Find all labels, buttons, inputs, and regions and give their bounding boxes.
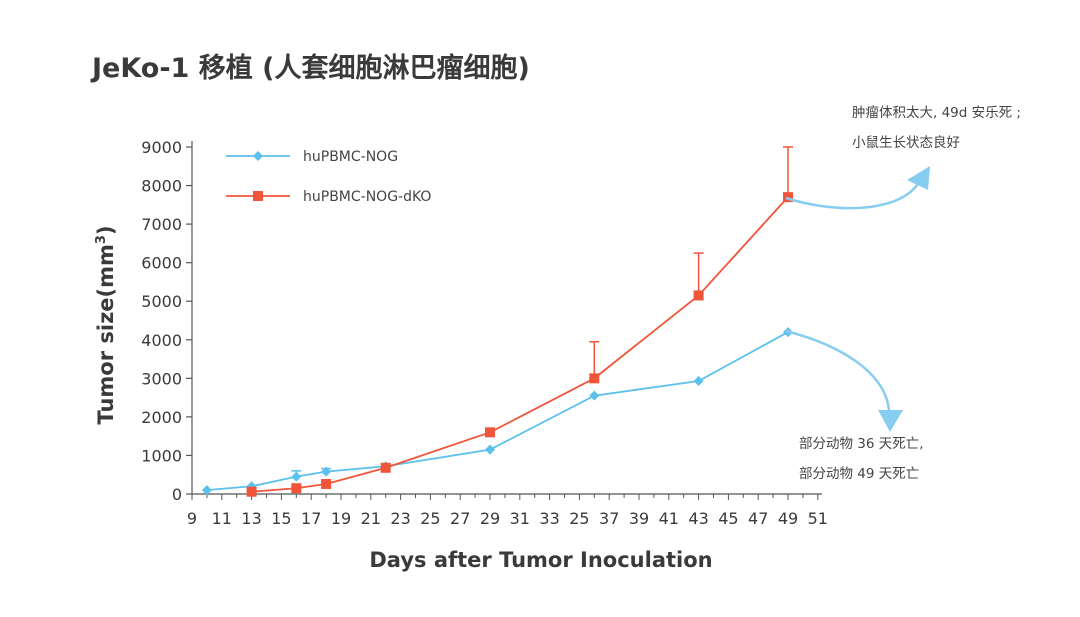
annotation-arrows [785, 166, 930, 432]
x-ticks: 9 11 13 15 17 19 21 23 25 27 29 31 33 25 37 39 41 43 45 47 4… [187, 494, 828, 528]
y-tick-label: 9000 [141, 138, 182, 157]
y-tick-label: 8000 [141, 177, 182, 196]
data-point [380, 462, 391, 473]
legend-marker [253, 151, 263, 161]
annotation-arrow-curve [785, 329, 891, 411]
legend-label: huPBMC-NOG-dKO [303, 189, 431, 205]
series-line [206, 331, 789, 492]
x-tick-label: 43 [688, 509, 708, 528]
data-point [589, 373, 600, 384]
data-point [321, 478, 332, 489]
data-point [693, 290, 704, 301]
annotation-arrowhead [878, 410, 903, 432]
x-tick-label: 49 [778, 509, 798, 528]
x-tick-label: 23 [390, 509, 410, 528]
data-point [485, 427, 495, 438]
data-point [693, 376, 704, 387]
x-tick-label: 9 [187, 509, 197, 528]
x-tick-label: 25 [569, 509, 589, 528]
x-axis-title: Days after Tumor Inoculation [369, 548, 712, 572]
legend: huPBMC-NOG huPBMC-NOG-dKO [226, 149, 431, 205]
data-point [783, 192, 793, 203]
annotation-arrow-curve [785, 183, 920, 210]
y-ticks: 0 1000 2000 3000 4000 5000 6000 7000 8000 9000 [141, 138, 192, 504]
x-tick-label: 31 [510, 509, 530, 528]
annotation-text: 小鼠生长状态良好 [852, 135, 960, 151]
chart-title: JeKo-1 移植 (人套细胞淋巴瘤细胞) [92, 53, 530, 84]
y-tick-label: 2000 [141, 408, 182, 427]
y-tick-label: 5000 [141, 292, 182, 311]
data-point [485, 444, 495, 455]
data-point [291, 483, 302, 494]
series-layer [201, 146, 793, 497]
x-tick-label: 27 [450, 509, 470, 528]
annotation-text: 部分动物 49 天死亡 [799, 466, 919, 482]
x-tick-label: 47 [748, 509, 768, 528]
data-point [321, 466, 332, 477]
x-tick-label: 37 [599, 509, 619, 528]
x-tick-label: 13 [241, 509, 261, 528]
y-tick-label: 3000 [141, 369, 182, 388]
x-tick-label: 41 [659, 509, 679, 528]
data-point [589, 390, 600, 401]
legend-label: huPBMC-NOG [303, 149, 398, 165]
y-tick-label: 7000 [141, 215, 182, 234]
axes [191, 141, 822, 495]
data-point [246, 486, 257, 497]
x-tick-label: 29 [480, 509, 500, 528]
y-tick-label: 4000 [141, 331, 182, 350]
y-tick-label: 1000 [141, 446, 182, 465]
x-tick-label: 39 [629, 509, 649, 528]
x-tick-label: 25 [420, 509, 440, 528]
x-tick-label: 15 [271, 509, 291, 528]
annotation-text: 部分动物 36 天死亡, [799, 436, 924, 452]
x-tick-label: 19 [331, 509, 351, 528]
x-tick-label: 51 [808, 509, 828, 528]
y-axis-title: Tumor size(mm3) [94, 225, 118, 424]
annotation-text: 肿瘤体积太大, 49d 安乐死 ; [852, 104, 1021, 121]
x-tick-label: 11 [212, 509, 232, 528]
x-tick-label: 17 [301, 509, 321, 528]
data-point [291, 471, 302, 482]
annotation-arrowhead [907, 166, 930, 190]
series-line [251, 196, 789, 493]
legend-marker [253, 191, 263, 201]
y-tick-label: 6000 [141, 254, 182, 273]
series-huPBMC-NOG-dKO [246, 146, 793, 497]
x-tick-label: 21 [361, 509, 381, 528]
x-tick-label: 33 [539, 509, 559, 528]
data-point [201, 485, 212, 496]
y-tick-label: 0 [172, 485, 182, 504]
x-tick-label: 45 [718, 509, 738, 528]
series-huPBMC-NOG [201, 327, 793, 496]
